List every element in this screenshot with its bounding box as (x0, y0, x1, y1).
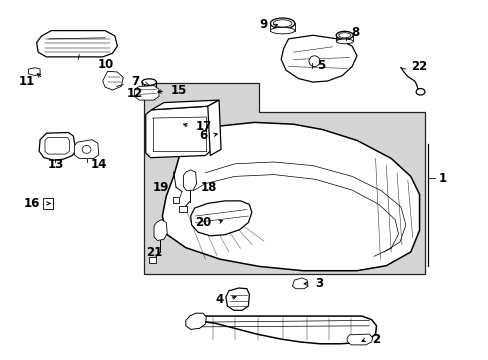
Bar (179, 206, 187, 212)
Polygon shape (152, 111, 188, 135)
Polygon shape (102, 71, 123, 90)
Text: 8: 8 (350, 26, 359, 39)
Ellipse shape (142, 91, 156, 96)
Text: 16: 16 (24, 197, 40, 210)
Polygon shape (74, 140, 99, 158)
Polygon shape (225, 288, 249, 310)
Ellipse shape (270, 18, 294, 29)
Ellipse shape (415, 89, 424, 95)
Text: 10: 10 (98, 58, 114, 71)
Text: 22: 22 (410, 60, 426, 73)
Text: 11: 11 (19, 75, 35, 87)
Ellipse shape (270, 27, 294, 34)
Ellipse shape (82, 145, 91, 153)
Polygon shape (292, 278, 307, 289)
Ellipse shape (308, 56, 319, 67)
Text: 4: 4 (215, 293, 224, 306)
Ellipse shape (338, 33, 350, 38)
Text: 6: 6 (199, 129, 207, 141)
Polygon shape (144, 83, 425, 274)
Ellipse shape (336, 39, 352, 44)
Polygon shape (151, 100, 219, 110)
Text: 13: 13 (48, 158, 64, 171)
Polygon shape (190, 201, 251, 236)
Polygon shape (45, 138, 69, 154)
Polygon shape (162, 122, 419, 271)
Polygon shape (28, 68, 40, 76)
Polygon shape (39, 132, 76, 160)
Polygon shape (183, 170, 196, 191)
Text: 21: 21 (146, 246, 162, 258)
Ellipse shape (273, 20, 291, 27)
Text: 2: 2 (372, 333, 380, 346)
Text: 7: 7 (131, 75, 139, 87)
Text: 14: 14 (90, 158, 106, 171)
Text: 17: 17 (195, 120, 211, 132)
Polygon shape (346, 334, 372, 345)
Bar (42, 198, 53, 209)
Polygon shape (189, 316, 376, 344)
Text: 18: 18 (200, 181, 216, 194)
Ellipse shape (336, 31, 352, 39)
Polygon shape (154, 220, 167, 240)
Text: 9: 9 (259, 18, 267, 31)
Text: 1: 1 (438, 172, 446, 185)
Polygon shape (134, 86, 159, 100)
Text: 20: 20 (195, 216, 211, 229)
Bar (149, 257, 156, 263)
Text: 12: 12 (127, 87, 143, 100)
Text: 5: 5 (316, 59, 325, 72)
Polygon shape (145, 106, 210, 158)
Polygon shape (185, 313, 206, 329)
Polygon shape (281, 35, 356, 82)
Ellipse shape (142, 79, 156, 85)
Text: 3: 3 (314, 277, 323, 290)
Text: 15: 15 (171, 84, 187, 96)
Text: 19: 19 (152, 181, 168, 194)
Polygon shape (207, 100, 221, 156)
Polygon shape (37, 31, 117, 57)
Bar (172, 197, 179, 203)
